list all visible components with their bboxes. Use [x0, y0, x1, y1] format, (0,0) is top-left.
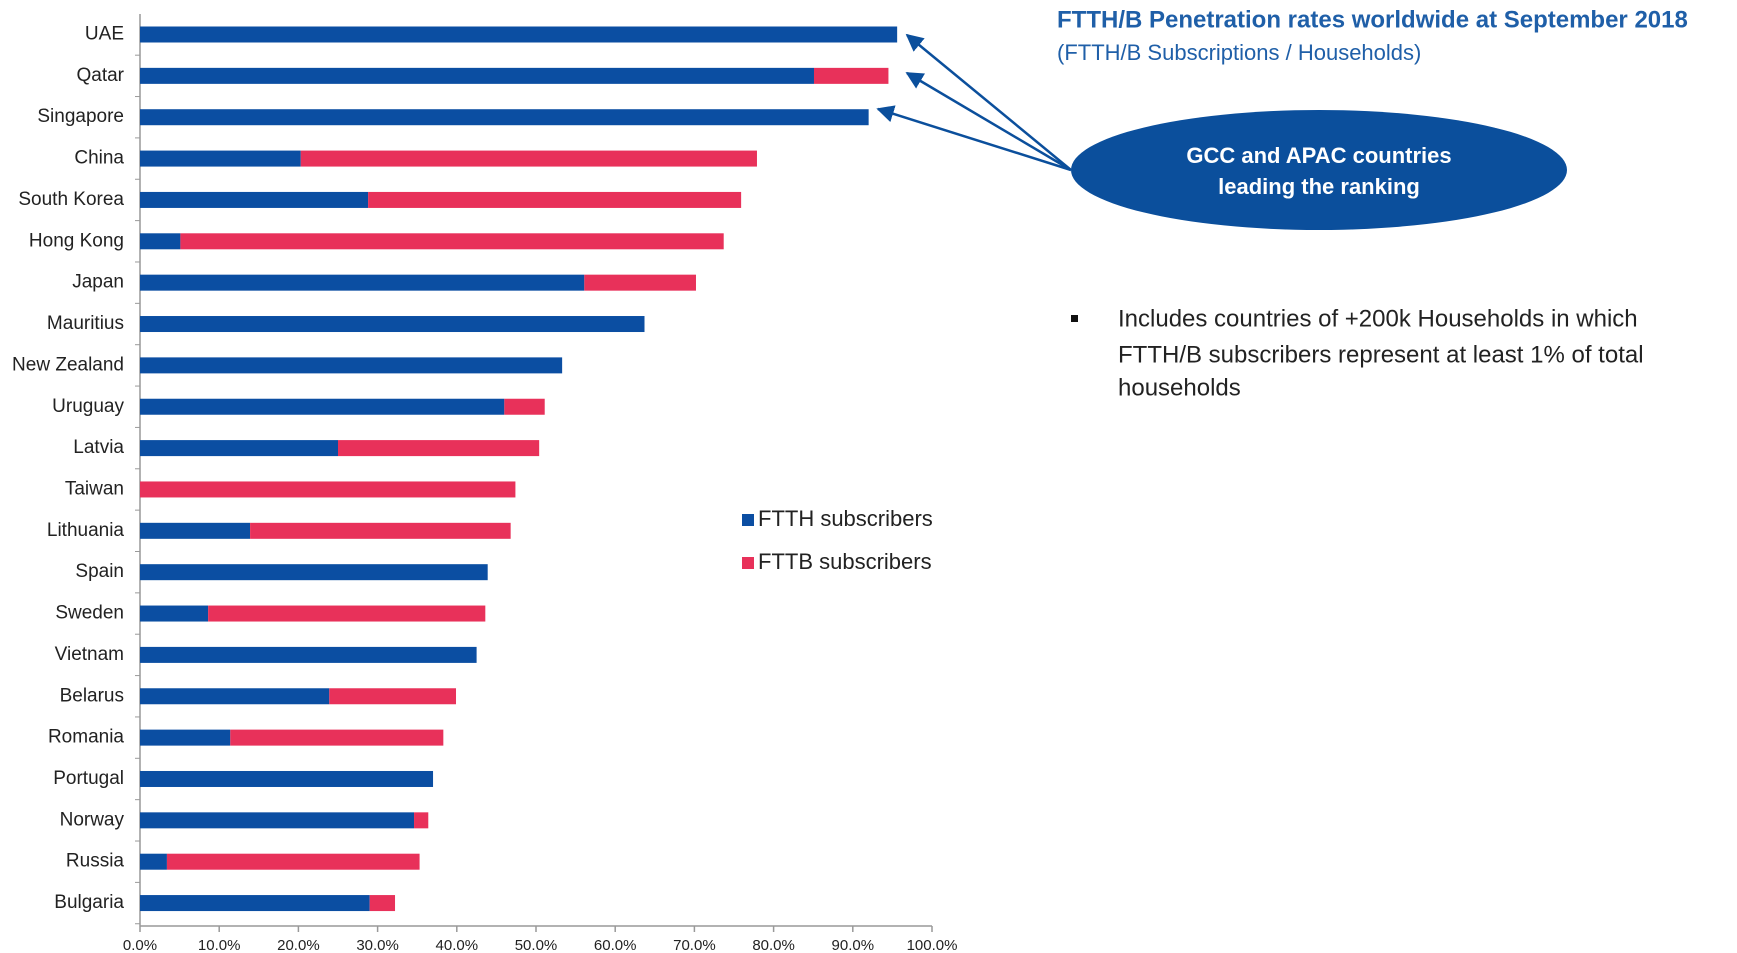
note-text: FTTH/B subscribers represent at least 1%… [1118, 341, 1644, 368]
y-tick-label: Hong Kong [29, 230, 124, 251]
note-text: households [1118, 374, 1241, 401]
legend-label: FTTH subscribers [758, 506, 933, 531]
x-tick-label: 40.0% [436, 937, 479, 953]
arrow [905, 33, 1072, 171]
y-tick-label: Uruguay [52, 396, 124, 417]
x-tick-label: 0.0% [123, 937, 157, 953]
y-tick-label: Japan [72, 272, 124, 293]
y-tick-label: Spain [75, 561, 124, 582]
y-tick-label: China [74, 148, 124, 169]
bar-segment [300, 150, 757, 167]
bar-segment [140, 605, 209, 622]
callout-text: leading the ranking [1218, 174, 1420, 199]
bar-segment [140, 191, 369, 208]
bar-segment [230, 729, 444, 746]
x-tick-label: 80.0% [752, 937, 795, 953]
bar-segment [250, 522, 511, 539]
y-tick-label: Sweden [55, 603, 124, 624]
bar-segment [140, 646, 477, 663]
bar-segment [140, 67, 814, 84]
legend-swatch [742, 514, 754, 526]
bar-segment [329, 688, 457, 705]
chart-title: FTTH/B Penetration rates worldwide at Se… [1057, 6, 1688, 33]
x-tick-label: 50.0% [515, 937, 558, 953]
arrow [876, 105, 1072, 172]
y-tick-label: Mauritius [47, 313, 124, 334]
y-tick-label: Singapore [37, 106, 124, 127]
y-tick-label: Belarus [60, 685, 124, 706]
bar-segment [140, 233, 181, 250]
bar-segment [369, 895, 396, 912]
chart-subtitle: (FTTH/B Subscriptions / Households) [1057, 40, 1421, 65]
bar-segment [504, 398, 545, 415]
y-tick-label: New Zealand [12, 354, 124, 375]
y-tick-label: Norway [60, 809, 125, 830]
bullet [1071, 315, 1078, 322]
bar-segment [140, 522, 251, 539]
bar-segment [140, 316, 645, 333]
bar-segment [140, 895, 370, 912]
bar-segment [140, 357, 563, 374]
bar-segment [140, 274, 585, 291]
y-tick-label: Qatar [76, 65, 124, 86]
bar-segment [140, 770, 434, 787]
y-tick-label: Taiwan [65, 478, 124, 499]
bar-segment [180, 233, 724, 250]
y-tick-label: Russia [66, 851, 125, 872]
x-tick-label: 100.0% [907, 937, 958, 953]
callout-text: GCC and APAC countries [1186, 143, 1451, 168]
bar-segment [338, 440, 540, 457]
callout-arrows [876, 33, 1072, 172]
bar-segment [140, 481, 516, 498]
y-tick-label: South Korea [18, 189, 124, 210]
y-tick-label: Romania [48, 727, 124, 748]
y-tick-label: Bulgaria [54, 892, 124, 913]
note-text: Includes countries of +200k Households i… [1118, 305, 1638, 332]
bar-segment [414, 812, 429, 829]
y-tick-label: Lithuania [47, 520, 125, 541]
bar-segment [140, 564, 488, 581]
arrow [905, 71, 1072, 172]
bar-segment [368, 191, 742, 208]
legend-label: FTTB subscribers [758, 549, 932, 574]
legend-swatch [742, 557, 754, 569]
y-tick-label: UAE [85, 24, 124, 45]
bar-segment [140, 150, 301, 167]
bar-segment [584, 274, 696, 291]
y-tick-label: Vietnam [55, 644, 124, 665]
x-tick-label: 90.0% [832, 937, 875, 953]
bar-segment [140, 109, 869, 126]
bar-segment [140, 26, 898, 43]
y-tick-label: Latvia [73, 437, 124, 458]
x-tick-label: 60.0% [594, 937, 637, 953]
bar-segment [140, 853, 167, 870]
bar-segment [140, 729, 231, 746]
bar-segment [140, 812, 415, 829]
bar-segment [208, 605, 486, 622]
bar-segment [813, 67, 889, 84]
x-tick-label: 30.0% [356, 937, 399, 953]
bar-segment [140, 688, 330, 705]
callout-ellipse [1071, 110, 1567, 230]
y-tick-label: Portugal [53, 768, 124, 789]
x-tick-label: 20.0% [277, 937, 320, 953]
bar-segment [166, 853, 420, 870]
bar-segment [140, 398, 505, 415]
x-tick-label: 70.0% [673, 937, 716, 953]
bar-segment [140, 440, 338, 457]
x-tick-label: 10.0% [198, 937, 241, 953]
